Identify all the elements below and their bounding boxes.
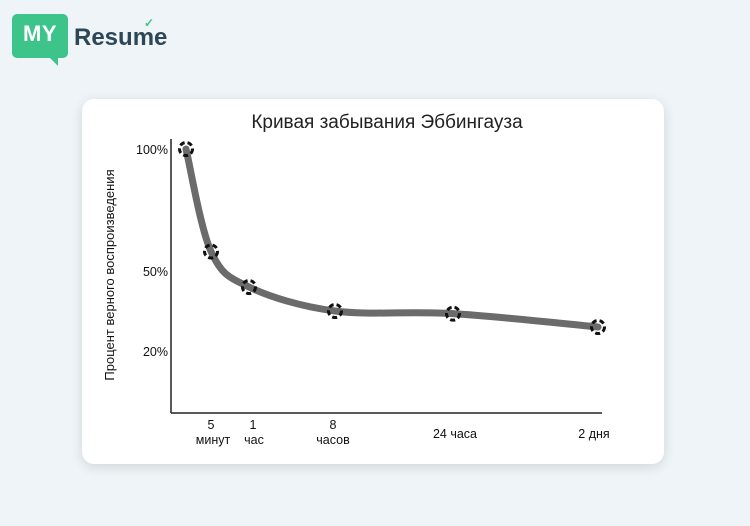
x-tick-8h-number: 8 — [330, 418, 337, 432]
x-tick-1h-unit: час — [244, 433, 264, 447]
x-tick-8h-unit: часов — [316, 433, 350, 447]
y-axis-label: Процент верного воспроизведения — [102, 169, 117, 380]
x-tick-5min-number: 5 — [208, 418, 215, 432]
forgetting-curve-line — [182, 145, 602, 331]
data-point-markers — [178, 141, 606, 335]
y-tick-100: 100% — [136, 143, 168, 157]
data-point-3 — [327, 303, 343, 319]
y-tick-20: 20% — [143, 345, 168, 359]
x-tick-5min-unit: минут — [196, 433, 231, 447]
chart-card: Кривая забывания Эббингауза Процент верн… — [82, 99, 664, 464]
x-tick-1h-number: 1 — [250, 418, 257, 432]
data-point-4 — [445, 305, 461, 322]
chart-title: Кривая забывания Эббингауза — [251, 112, 523, 133]
logo-my-text: MY — [23, 21, 57, 46]
data-point-1 — [203, 243, 219, 260]
y-tick-50: 50% — [143, 265, 168, 279]
x-tick-2days: 2 дня — [578, 427, 609, 441]
data-point-5 — [590, 319, 606, 335]
data-point-0 — [178, 141, 194, 157]
logo-check-icon: ✓ — [144, 16, 155, 30]
x-tick-24h: 24 часа — [433, 427, 477, 441]
logo-badge — [12, 14, 68, 66]
x-tick-labels: 5 минут 1 час 8 часов 24 часа 2 дня — [196, 418, 610, 447]
logo-resume-text: Resume — [74, 24, 168, 51]
data-point-2 — [241, 279, 257, 295]
forgetting-curve-chart: Кривая забывания Эббингауза Процент верн… — [102, 112, 610, 447]
